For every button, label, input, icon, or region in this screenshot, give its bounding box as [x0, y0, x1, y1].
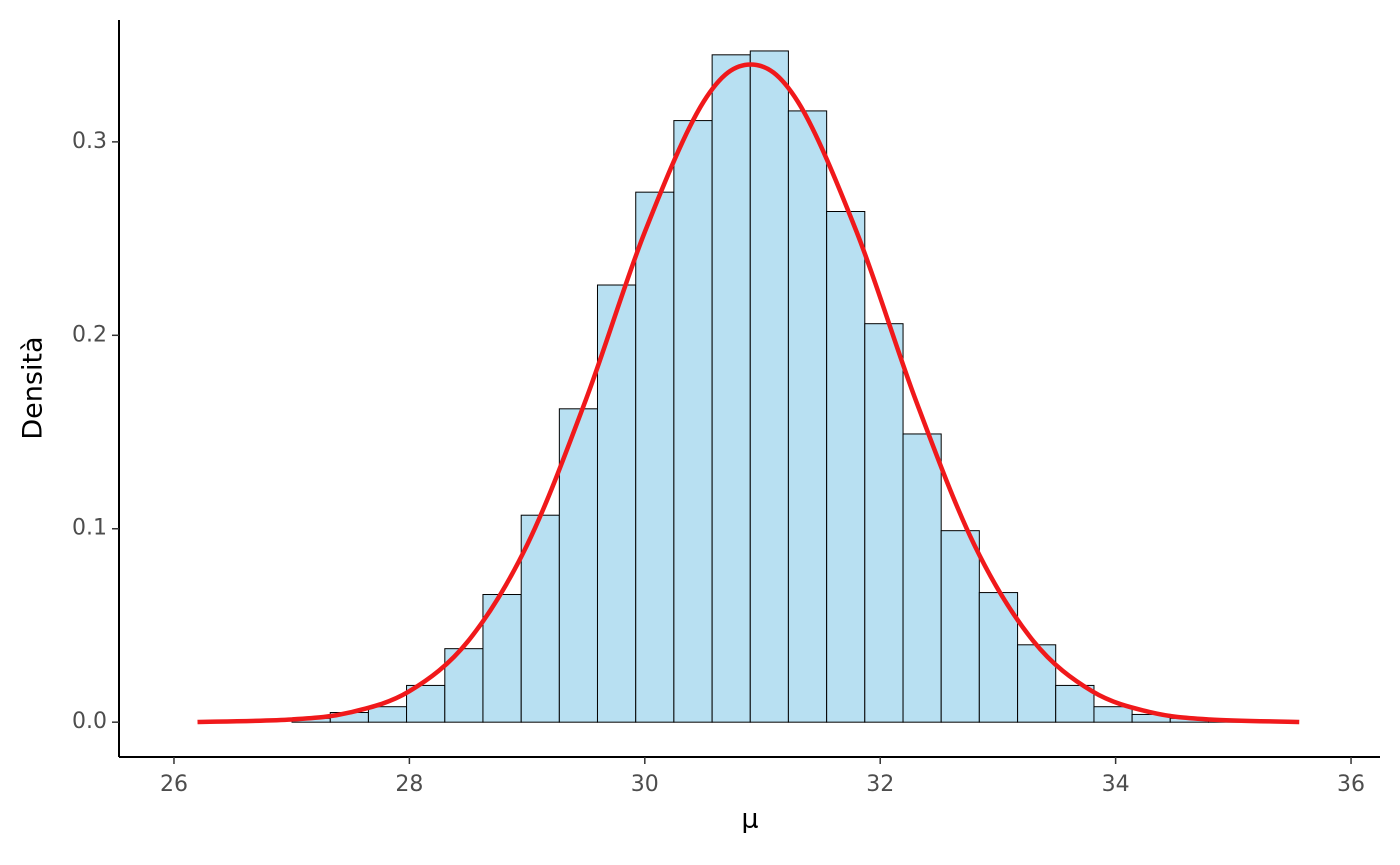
histogram-bar: [673, 120, 713, 723]
density-curve: [197, 62, 1300, 725]
y-axis-title: Densità: [18, 336, 49, 439]
histogram-bar: [864, 323, 904, 723]
histogram-bar: [749, 50, 789, 723]
x-tick-label: 34: [1102, 772, 1130, 797]
histogram-bar: [787, 110, 828, 723]
x-tick-label: 32: [866, 772, 894, 797]
histogram-bar: [1055, 684, 1095, 723]
x-tick-label: 30: [631, 772, 659, 797]
histogram-bar: [940, 530, 980, 723]
x-tick-label: 28: [395, 772, 423, 797]
y-tick-label: 0.3: [72, 129, 107, 154]
histogram-bar: [558, 408, 598, 723]
y-tick-label: 0.2: [72, 322, 107, 347]
x-tick-label: 36: [1337, 772, 1365, 797]
y-tick-label: 0.1: [72, 516, 107, 541]
histogram-bar: [826, 211, 866, 723]
histogram-bar: [596, 284, 637, 723]
histogram-bar: [902, 433, 942, 723]
histogram-bar: [520, 514, 560, 723]
x-axis-title: μ: [741, 804, 758, 835]
x-tick-label: 26: [160, 772, 188, 797]
histogram-bar: [711, 54, 751, 723]
y-tick-label: 0.0: [72, 709, 107, 734]
histogram-bar: [635, 191, 675, 723]
histogram-bar: [367, 706, 408, 723]
histogram-bar: [1093, 706, 1133, 723]
